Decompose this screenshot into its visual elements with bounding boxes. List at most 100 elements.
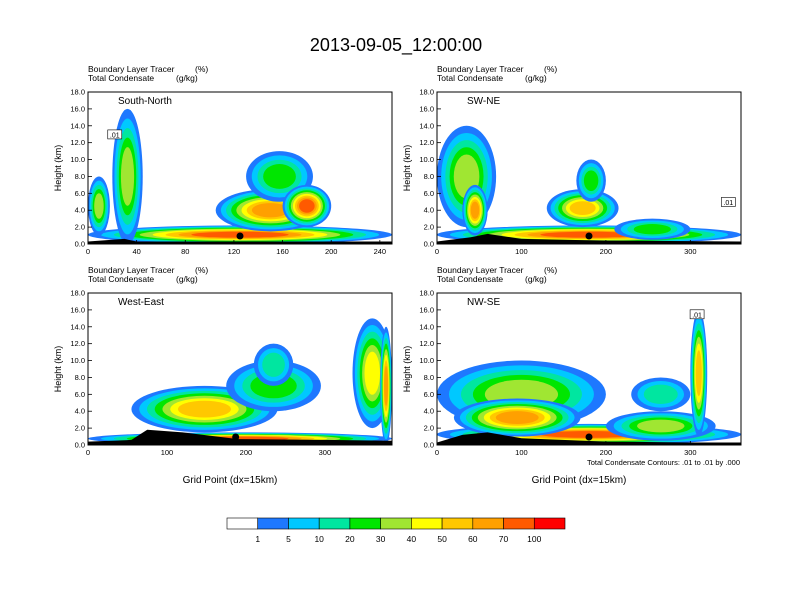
condensate-unit: (g/kg) [525,274,547,284]
heatmap-shell [636,419,685,433]
tracer-label: Boundary Layer Tracer [437,265,524,275]
x-tick-label: 100 [161,448,174,457]
x-axis-label: Grid Point (dx=15km) [183,475,278,486]
tracer-label: Boundary Layer Tracer [88,64,175,74]
y-tick-label: 6.0 [75,390,85,399]
contour-note: Total Condensate Contours: .01 to .01 by… [587,458,740,467]
panel-label: West-East [118,297,164,308]
heatmap-shell [94,193,104,219]
heatmap-cell-3 [605,411,716,441]
contour-label: .01 [723,200,733,207]
y-tick-label: 18.0 [419,88,434,97]
heatmap-shell [569,201,596,215]
x-tick-label: 300 [684,448,697,457]
heatmap-shell [120,147,135,206]
x-tick-label: 160 [276,247,289,256]
x-tick-label: 200 [600,247,613,256]
heatmap-cell-4 [88,176,110,236]
heatmap-cell-4 [690,309,708,437]
y-tick-label: 16.0 [419,305,434,314]
heatmap-cell-2 [453,398,581,437]
tracer-unit: (%) [195,265,208,275]
panel-south-north: Boundary Layer Tracer (%) Total Condensate… [53,64,393,256]
panel-label: NW-SE [467,297,500,308]
colorbar-swatch-9 [503,517,535,530]
colorbar-label: 1 [255,534,260,544]
y-tick-label: 14.0 [70,322,85,331]
contour-label-box [689,309,705,320]
x-axis-label: Grid Point (dx=15km) [532,475,627,486]
colorbar-label: 100 [527,534,541,544]
heatmap-cell-3 [546,189,619,228]
y-tick-label: 6.0 [424,189,434,198]
y-tick-label: 6.0 [424,390,434,399]
x-tick-label: 100 [515,247,528,256]
y-tick-label: 12.0 [419,138,434,147]
y-tick-label: 16.0 [419,104,434,113]
y-tick-label: 18.0 [70,289,85,298]
panel-label: SW-NE [467,96,500,107]
y-tick-label: 8.0 [75,172,85,181]
colorbar-label: 70 [499,534,509,544]
y-tick-label: 16.0 [70,305,85,314]
panel-nw-se: Boundary Layer Tracer (%) Total Condensate… [402,265,742,486]
colorbar-swatch-3 [318,517,351,530]
x-tick-label: 200 [240,448,253,457]
y-tick-label: 4.0 [75,206,85,215]
x-tick-label: 240 [374,247,387,256]
x-tick-label: 40 [132,247,140,256]
colorbar-label: 50 [437,534,447,544]
heatmap-cell-1 [112,108,143,244]
y-tick-label: 18.0 [419,289,434,298]
heatmap-shell [262,352,285,377]
x-tick-label: 300 [684,247,697,256]
y-axis-label: Height (km) [53,346,63,393]
y-tick-label: 8.0 [424,373,434,382]
colorbar-swatch-2 [288,517,320,530]
panel-frame [436,91,742,245]
heatmap-shell [495,411,539,424]
y-tick-label: 14.0 [419,121,434,130]
colorbar-label: 60 [468,534,478,544]
heatmap-shell [583,170,599,192]
x-tick-label: 0 [435,448,439,457]
heatmap-cell-5 [614,218,691,240]
heatmap-cell-5 [380,326,392,445]
y-tick-label: 6.0 [75,189,85,198]
y-tick-label: 14.0 [70,121,85,130]
heatmap-shell [251,203,289,218]
y-tick-label: 10.0 [70,155,85,164]
y-tick-label: 0.0 [75,441,85,450]
contour-label-box [107,129,123,140]
tracer-unit: (%) [544,265,557,275]
heatmap-cell-5 [282,184,332,228]
panel-frame [436,292,742,446]
heatmap-shell [633,224,671,235]
panel-sw-ne: Boundary Layer Tracer (%) Total Condensate… [402,64,742,256]
terrain-profile [88,429,392,445]
condensate-unit: (g/kg) [525,73,547,83]
location-marker [585,232,593,240]
colorbar-swatch-10 [533,517,566,530]
y-tick-label: 14.0 [419,322,434,331]
colorbar-label: 30 [376,534,386,544]
heatmap-shell [470,201,480,219]
colorbar-swatch-5 [380,517,412,530]
heatmap-shell [384,365,389,406]
colorbar-label: 5 [286,534,291,544]
y-tick-label: 10.0 [70,356,85,365]
y-tick-label: 12.0 [70,138,85,147]
y-tick-label: 0.0 [424,441,434,450]
panel-frame [87,91,393,245]
y-tick-label: 8.0 [75,373,85,382]
y-tick-label: 2.0 [75,424,85,433]
x-tick-label: 200 [325,247,338,256]
y-axis-label: Height (km) [402,145,412,192]
x-tick-label: 0 [435,247,439,256]
condensate-unit: (g/kg) [176,73,198,83]
panel-frame [87,292,393,446]
x-tick-label: 100 [515,448,528,457]
heatmap-shell [299,199,315,213]
condensate-label: Total Condensate [437,274,503,284]
heatmap-area: .01 [437,92,741,244]
